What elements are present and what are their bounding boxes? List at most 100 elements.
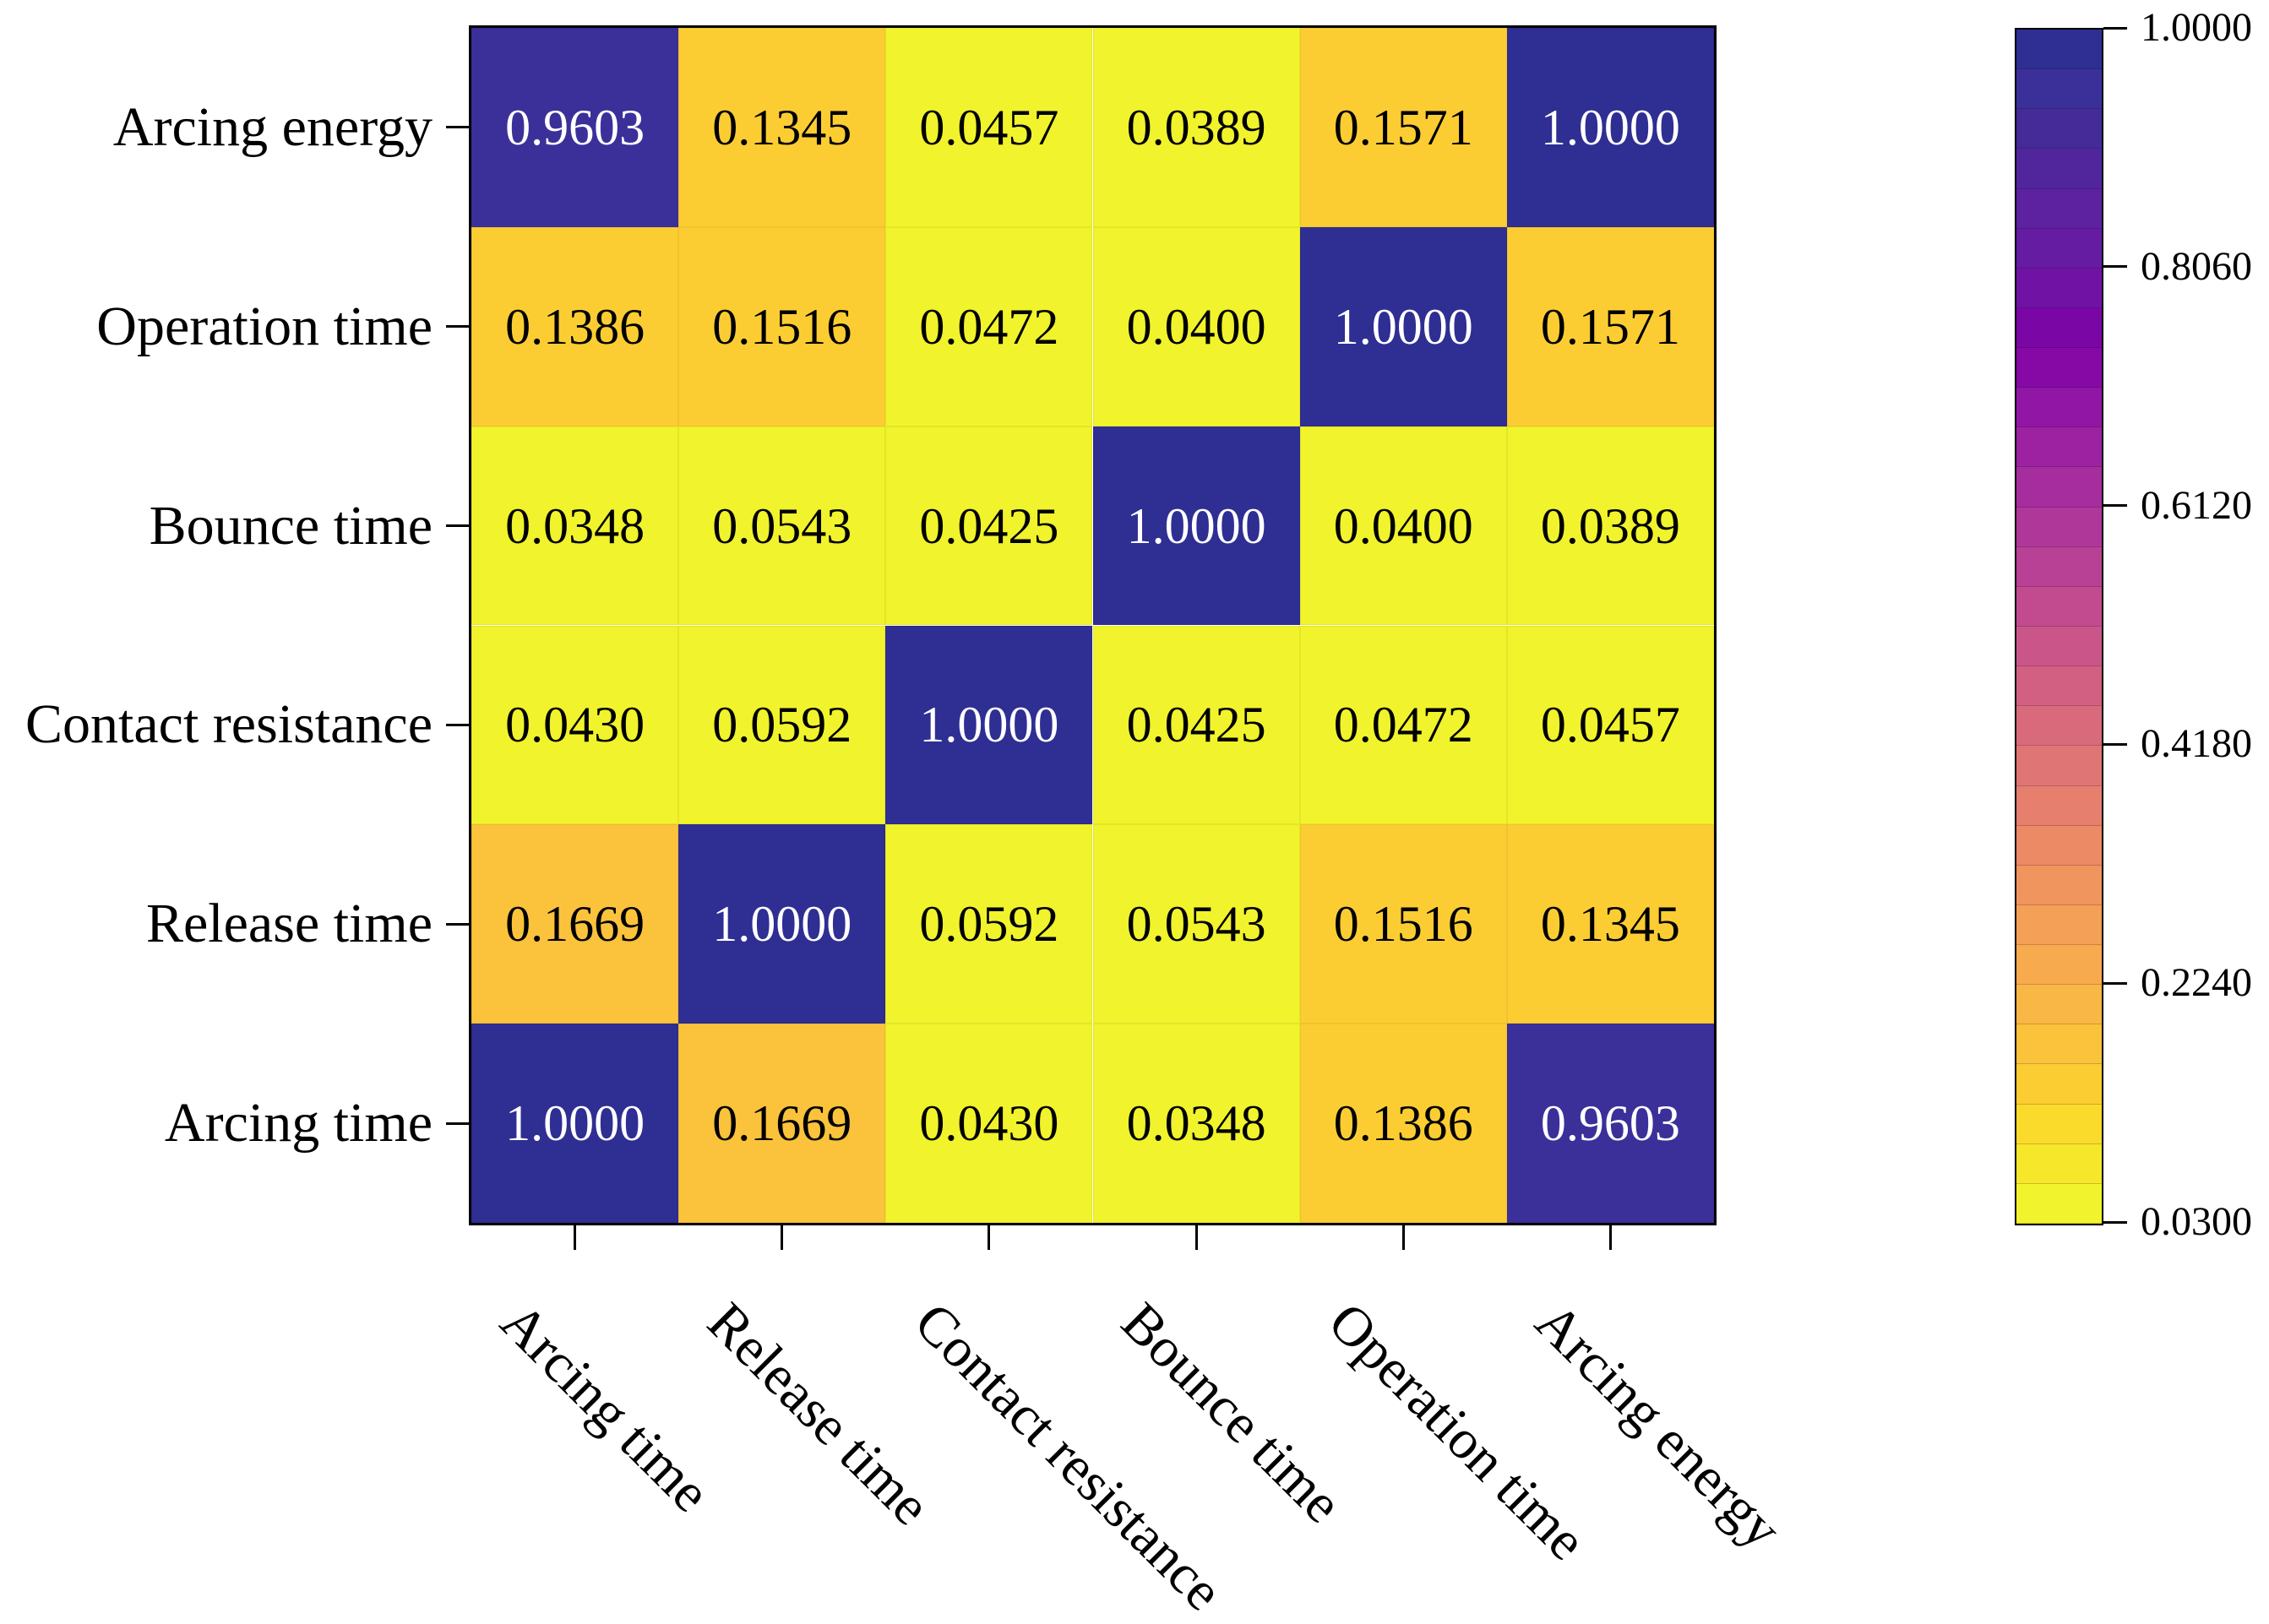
heatmap-cell-value: 0.1516 bbox=[712, 298, 852, 355]
x-axis-tick bbox=[574, 1225, 577, 1250]
x-axis-tick bbox=[1608, 1225, 1612, 1250]
heatmap-cell-value: 0.1386 bbox=[505, 298, 645, 355]
heatmap-cell: 1.0000 bbox=[1092, 426, 1300, 626]
colorbar-tick-label: 0.4180 bbox=[2141, 721, 2252, 767]
heatmap-cell: 0.1669 bbox=[471, 824, 679, 1024]
colorbar-segment bbox=[2016, 427, 2102, 468]
heatmap-cell-value: 0.0348 bbox=[1126, 1095, 1266, 1152]
heatmap-cell-value: 0.1571 bbox=[1333, 99, 1473, 155]
heatmap-cell: 0.0348 bbox=[471, 426, 679, 626]
colorbar-segment bbox=[2016, 1024, 2102, 1065]
heatmap-cell-value: 0.0430 bbox=[505, 697, 645, 753]
heatmap-cell: 1.0000 bbox=[1506, 28, 1714, 227]
colorbar-segment bbox=[2016, 228, 2102, 269]
colorbar-tick-label: 0.6120 bbox=[2141, 482, 2252, 528]
colorbar-segment bbox=[2016, 586, 2102, 627]
colorbar-tick bbox=[2103, 504, 2127, 508]
heatmap-cell-value: 1.0000 bbox=[1126, 497, 1266, 554]
heatmap-cell: 0.0400 bbox=[1092, 226, 1300, 426]
heatmap-cell: 1.0000 bbox=[471, 1024, 679, 1223]
colorbar-segment bbox=[2016, 746, 2102, 786]
heatmap-cell-value: 0.0389 bbox=[1126, 99, 1266, 155]
colorbar-tick bbox=[2103, 26, 2127, 30]
heatmap-cell-value: 0.0472 bbox=[919, 298, 1059, 355]
colorbar-segment bbox=[2016, 467, 2102, 508]
x-axis-tick bbox=[988, 1225, 991, 1250]
colorbar-segment bbox=[2016, 785, 2102, 826]
heatmap-cell-value: 1.0000 bbox=[505, 1095, 645, 1152]
y-axis-tick bbox=[446, 524, 470, 528]
heatmap-cell: 0.0400 bbox=[1299, 426, 1507, 626]
heatmap-cell: 0.9603 bbox=[1506, 1024, 1714, 1223]
y-axis-label: Contact resistance bbox=[25, 693, 433, 756]
heatmap-cell: 0.0592 bbox=[678, 625, 886, 825]
colorbar-tick-label: 0.2240 bbox=[2141, 960, 2252, 1006]
heatmap-cell-value: 0.0400 bbox=[1333, 497, 1473, 554]
colorbar-segment bbox=[2016, 865, 2102, 905]
heatmap-cell-value: 1.0000 bbox=[919, 697, 1059, 753]
x-axis-tick bbox=[1194, 1225, 1198, 1250]
heatmap-cell: 0.1571 bbox=[1506, 226, 1714, 426]
heatmap-cell: 0.0348 bbox=[1092, 1024, 1300, 1223]
heatmap-cell-value: 0.0592 bbox=[919, 896, 1059, 953]
colorbar-segment bbox=[2016, 1104, 2102, 1144]
x-axis-tick bbox=[781, 1225, 784, 1250]
heatmap-cell-value: 1.0000 bbox=[712, 896, 852, 953]
heatmap-cell-value: 0.0348 bbox=[505, 497, 645, 554]
colorbar-segment bbox=[2016, 706, 2102, 747]
colorbar-segment bbox=[2016, 348, 2102, 388]
heatmap-cell: 1.0000 bbox=[1299, 226, 1507, 426]
y-axis-label: Arcing time bbox=[164, 1092, 433, 1154]
heatmap-cell: 0.0472 bbox=[885, 226, 1093, 426]
heatmap-cell-value: 0.1669 bbox=[712, 1095, 852, 1152]
colorbar-tick bbox=[2103, 1220, 2127, 1224]
colorbar-segment bbox=[2016, 149, 2102, 189]
heatmap-cell: 0.1516 bbox=[678, 226, 886, 426]
heatmap-cell: 0.0472 bbox=[1299, 625, 1507, 825]
heatmap-cell: 0.0430 bbox=[885, 1024, 1093, 1223]
colorbar-segment bbox=[2016, 388, 2102, 428]
heatmap-cell-value: 1.0000 bbox=[1540, 99, 1680, 155]
y-axis-tick bbox=[446, 723, 470, 726]
y-axis-label: Arcing energy bbox=[112, 95, 433, 158]
heatmap-cell: 0.0457 bbox=[885, 28, 1093, 227]
heatmap-cell-value: 0.0430 bbox=[919, 1095, 1059, 1152]
heatmap-cell: 0.1345 bbox=[678, 28, 886, 227]
y-axis-tick bbox=[446, 922, 470, 926]
colorbar-segment bbox=[2016, 30, 2102, 70]
heatmap-cell: 0.0425 bbox=[1092, 625, 1300, 825]
heatmap-cell: 0.1386 bbox=[1299, 1024, 1507, 1223]
heatmap-cell-value: 0.1516 bbox=[1333, 896, 1473, 953]
heatmap-cell: 0.0425 bbox=[885, 426, 1093, 626]
heatmap-cell-value: 0.0543 bbox=[712, 497, 852, 554]
heatmap-cell-value: 0.0425 bbox=[919, 497, 1059, 554]
colorbar-segment bbox=[2016, 945, 2102, 986]
heatmap-cell-value: 0.9603 bbox=[505, 99, 645, 155]
heatmap-cell: 0.1345 bbox=[1506, 824, 1714, 1024]
colorbar-tick-label: 0.0300 bbox=[2141, 1199, 2252, 1244]
heatmap-cell: 1.0000 bbox=[678, 824, 886, 1024]
heatmap-cell: 0.0543 bbox=[678, 426, 886, 626]
y-axis-tick bbox=[446, 1122, 470, 1125]
colorbar-segment bbox=[2016, 188, 2102, 229]
colorbar-segment bbox=[2016, 546, 2102, 587]
colorbar-segment bbox=[2016, 69, 2102, 110]
colorbar-segment bbox=[2016, 627, 2102, 667]
heatmap-cell-value: 0.1669 bbox=[505, 896, 645, 953]
heatmap-cell-value: 0.0400 bbox=[1126, 298, 1266, 355]
heatmap-cell-value: 0.0592 bbox=[712, 697, 852, 753]
heatmap-cell: 0.0430 bbox=[471, 625, 679, 825]
heatmap-cell-value: 0.0425 bbox=[1126, 697, 1266, 753]
heatmap-cell-value: 0.1571 bbox=[1540, 298, 1680, 355]
heatmap-cell: 1.0000 bbox=[885, 625, 1093, 825]
heatmap-cell: 0.9603 bbox=[471, 28, 679, 227]
colorbar-tick bbox=[2103, 265, 2127, 269]
colorbar-tick bbox=[2103, 742, 2127, 746]
y-axis-label: Bounce time bbox=[149, 494, 433, 557]
heatmap-plot-border bbox=[469, 25, 1717, 1225]
heatmap-cell: 0.0457 bbox=[1506, 625, 1714, 825]
colorbar-tick-label: 0.8060 bbox=[2141, 243, 2252, 289]
heatmap-cell: 0.0389 bbox=[1506, 426, 1714, 626]
heatmap-cell: 0.1669 bbox=[678, 1024, 886, 1223]
